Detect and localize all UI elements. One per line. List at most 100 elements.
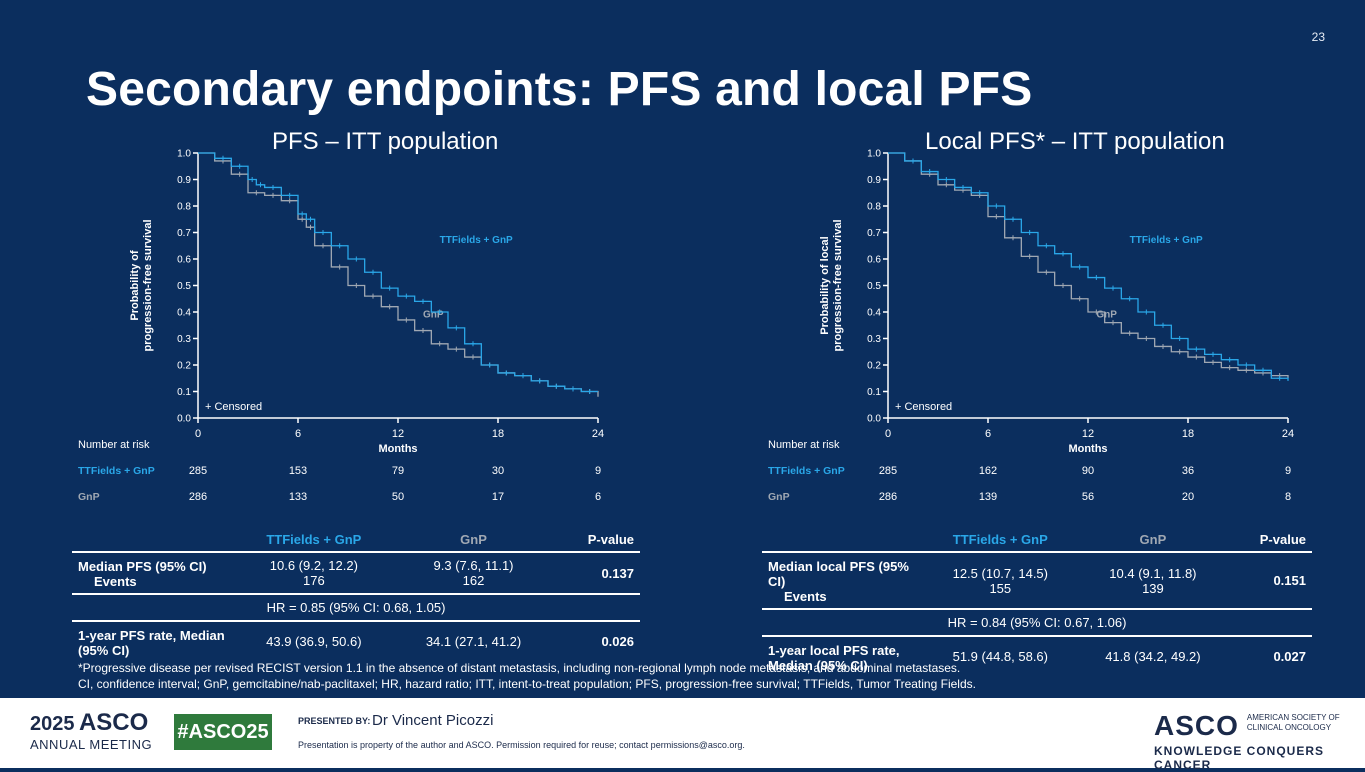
censor-mark [1110, 285, 1116, 291]
censor-mark [287, 192, 293, 198]
risk-value: 6 [595, 491, 601, 503]
censor-mark [993, 203, 999, 209]
ttf-events-value: 155 [989, 580, 1012, 596]
one-year-rate-label: 1-year PFS rate, Median (95% CI) [78, 628, 225, 658]
hashtag-badge: #ASCO25 [174, 714, 272, 750]
censor-mark [287, 198, 293, 204]
censor-mark [1243, 367, 1249, 373]
y-tick-label: 0.7 [867, 228, 881, 239]
y-tick-label: 0.2 [867, 361, 881, 372]
censor-mark [1243, 362, 1249, 368]
y-tick-label: 0.5 [177, 281, 191, 292]
risk-value: 139 [979, 491, 997, 503]
logo-asco-right: ASCO [1154, 710, 1239, 741]
x-tick-label: 24 [592, 428, 604, 440]
gnp-events-value: 139 [1142, 580, 1164, 596]
series-line-0 [198, 152, 598, 393]
y-tick-label: 0.0 [867, 414, 881, 425]
y-tick-label: 0.7 [177, 228, 191, 239]
header-empty [762, 528, 924, 552]
p-value-one-year: 0.026 [601, 634, 634, 649]
censor-mark [299, 216, 305, 222]
risk-row-label: GnP [768, 491, 790, 503]
risk-value: 20 [1182, 491, 1194, 503]
censor-mark [420, 298, 426, 304]
censor-mark [1177, 336, 1183, 341]
censor-mark [308, 224, 313, 230]
header-pvalue: P-value [587, 532, 634, 547]
y-tick-label: 0.3 [177, 334, 191, 345]
hazard-ratio: HR = 0.85 (95% CI: 0.68, 1.05) [266, 600, 446, 615]
censor-mark [487, 362, 493, 368]
gnp-one-year-value: 41.8 (34.2, 49.2) [1105, 649, 1201, 664]
risk-value: 56 [1082, 491, 1094, 503]
censor-mark [437, 341, 443, 347]
ttf-one-year-value: 43.9 (36.9, 50.6) [266, 634, 362, 649]
x-tick-label: 12 [392, 428, 404, 440]
censor-mark [993, 214, 999, 220]
risk-value: 17 [492, 491, 504, 503]
cell-gnp-median: 10.4 (9.1, 11.8) 139 [1077, 552, 1230, 609]
one-year-rate-label: 1-year local PFS rate, Median (95% CI) [768, 643, 900, 673]
censor-mark [1093, 309, 1099, 315]
censor-mark [403, 293, 409, 299]
censor-mark [553, 383, 559, 389]
series-line-0 [888, 152, 1289, 381]
y-tick-label: 0.8 [177, 202, 191, 213]
y-axis-label-line-2: progression-free survival [142, 219, 154, 351]
censor-mark [1277, 375, 1283, 381]
gnp-median-value: 10.4 (9.1, 11.8) [1109, 565, 1197, 581]
chart-title-pfs: PFS – ITT population [272, 128, 499, 155]
censor-mark [1160, 322, 1166, 328]
y-tick-label: 0.0 [177, 414, 191, 425]
censor-mark [1227, 357, 1233, 363]
censor-mark [320, 230, 326, 235]
footnote-abbreviations: CI, confidence interval; GnP, gemcitabin… [78, 677, 976, 691]
presenter-name: Dr Vincent Picozzi [372, 712, 494, 729]
footer: 2025 ASCO ANNUAL MEETING #ASCO25 PRESENT… [0, 698, 1365, 772]
censor-mark [258, 182, 263, 188]
risk-table-header: Number at risk [78, 439, 150, 451]
censored-legend: + Censored [205, 401, 262, 413]
footnotes: *Progressive disease per revised RECIST … [78, 660, 976, 692]
risk-value: 50 [392, 491, 404, 503]
censor-mark [1110, 320, 1116, 326]
censor-mark [570, 386, 576, 392]
censor-mark [337, 264, 343, 270]
censor-mark [943, 177, 949, 182]
censor-mark [437, 309, 443, 315]
header-gnp: GnP [1139, 532, 1167, 547]
header-pvalue: P-value [1259, 532, 1306, 547]
censor-mark [1160, 343, 1166, 349]
y-tick-label: 0.6 [867, 255, 881, 266]
censor-mark [453, 325, 459, 331]
gnp-median-value: 9.3 (7.6, 11.1) [433, 558, 514, 573]
ttf-events-value: 176 [302, 573, 325, 588]
row-median-label: Median PFS (95% CI) Events [72, 552, 234, 594]
y-axis-label-line-1: Probability of local [819, 236, 831, 334]
asco-society-logo: ASCO AMERICAN SOCIETY OF CLINICAL ONCOLO… [1154, 710, 1365, 772]
censor-mark [308, 216, 313, 222]
censor-mark [470, 354, 476, 360]
risk-value: 162 [979, 465, 997, 477]
censor-mark [1127, 330, 1133, 336]
censor-mark [387, 285, 393, 291]
society-line-2: CLINICAL ONCOLOGY [1246, 723, 1332, 732]
y-axis-label: Probability of local progression-free sur… [819, 219, 844, 351]
gnp-events-value: 162 [462, 573, 485, 588]
series-label-1: GnP [423, 309, 444, 320]
y-tick-label: 0.1 [867, 387, 881, 398]
censor-mark [270, 192, 276, 198]
censor-mark [299, 211, 305, 217]
series-label-1: GnP [1096, 309, 1117, 320]
censor-mark [353, 256, 359, 262]
p-value-median: 0.137 [601, 565, 634, 581]
censor-mark [370, 269, 376, 275]
km-chart-pfs: 0.0 0.1 0.2 0.3 0.4 0.5 0.6 0.7 0.8 0.9 1.0 0 6 12 18 2… [78, 149, 604, 504]
censor-mark [353, 283, 359, 288]
x-tick-label: 6 [295, 428, 301, 440]
presented-by-label: PRESENTED BY: [298, 716, 371, 726]
censor-mark [1043, 243, 1049, 249]
x-tick-label: 12 [1082, 428, 1094, 440]
censor-mark [253, 190, 259, 196]
